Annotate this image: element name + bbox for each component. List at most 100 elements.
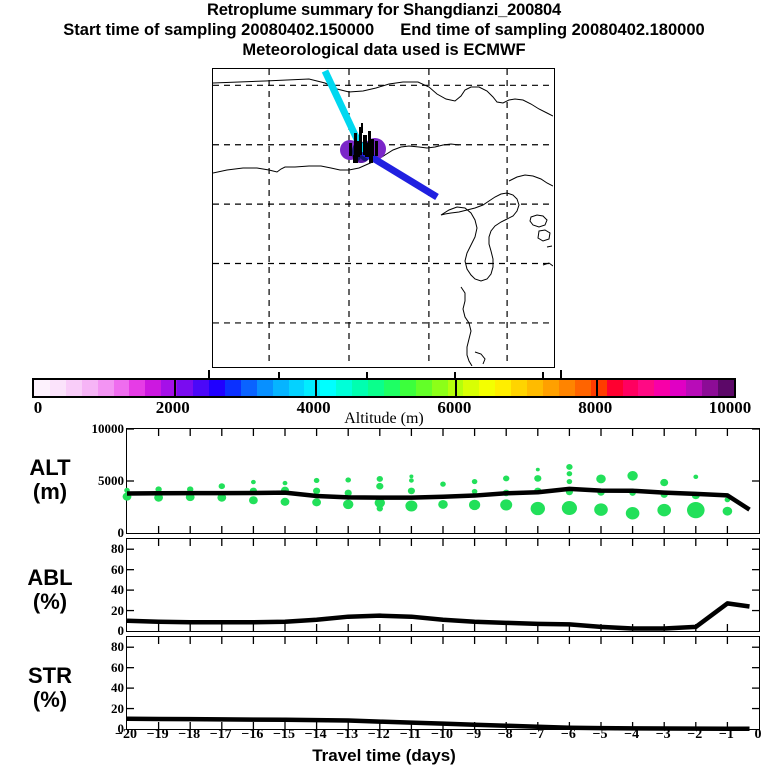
alt-bubble xyxy=(218,483,225,490)
alt-bubble xyxy=(627,471,638,481)
colorbar-swatch xyxy=(670,380,687,396)
str-row-label: STR (%) xyxy=(2,664,98,712)
colorbar-swatch xyxy=(304,380,321,396)
colorbar-swatch xyxy=(606,380,623,396)
cluster-bar xyxy=(353,155,358,163)
x-tick-label: −10 xyxy=(431,727,453,742)
alt-bubble xyxy=(500,499,513,511)
colorbar-divider xyxy=(314,380,317,396)
colorbar-swatch xyxy=(34,380,50,396)
y-tick-label: 40 xyxy=(111,680,124,696)
altitude-colorbar[interactable] xyxy=(32,378,736,398)
alt-plot-area[interactable] xyxy=(122,428,760,534)
alt-bubble xyxy=(249,496,258,505)
alt-bubble xyxy=(438,499,448,509)
colorbar-swatch xyxy=(320,380,337,396)
y-tick-label: 10000 xyxy=(91,421,125,436)
alt-bubble xyxy=(566,478,573,485)
x-tick-label: −11 xyxy=(399,727,421,742)
alt-bubble xyxy=(535,467,540,472)
y-tick-label: 40 xyxy=(111,582,124,598)
alt-bubble xyxy=(405,500,418,512)
header-block: Retroplume summary for Shangdianzi_20080… xyxy=(0,0,768,60)
colorbar-swatch xyxy=(368,380,384,396)
colorbar-swatch xyxy=(574,380,591,396)
cluster-bar xyxy=(349,143,352,156)
colorbar-swatch xyxy=(208,380,225,396)
alt-bubble xyxy=(687,502,705,519)
alt-bubble xyxy=(187,486,194,493)
alt-bubble xyxy=(280,497,290,506)
alt-bubble xyxy=(566,471,573,477)
x-tick-label: −13 xyxy=(336,727,359,742)
cluster-bar xyxy=(369,155,373,163)
colorbar-swatch xyxy=(383,380,400,396)
cluster-bar xyxy=(368,131,371,155)
alt-bubble xyxy=(657,503,671,517)
colorbar-divider xyxy=(596,380,599,396)
colorbar-swatch xyxy=(161,380,178,396)
x-tick-label: −5 xyxy=(592,727,608,742)
y-tick-label: 80 xyxy=(111,639,124,655)
page-title: Retroplume summary for Shangdianzi_20080… xyxy=(206,1,561,19)
retroplume-map[interactable] xyxy=(212,68,555,368)
alt-bubble xyxy=(469,499,481,511)
x-tick-label: −4 xyxy=(624,727,640,742)
str-axis-ticks xyxy=(127,637,759,729)
colorbar-swatch xyxy=(415,380,432,396)
y-tick-label: 60 xyxy=(111,561,124,577)
x-tick-label: −14 xyxy=(304,727,327,742)
colorbar-tick xyxy=(278,372,280,378)
end-time-label: End time of sampling 20080402.180000 xyxy=(400,21,705,39)
alt-y-tick-labels: 0 5000 10000 xyxy=(92,421,125,540)
x-tick-label: −12 xyxy=(367,727,390,742)
colorbar-tick-label: 8000 xyxy=(578,398,613,417)
colorbar-swatch xyxy=(49,380,66,396)
colorbar-divider xyxy=(455,380,458,396)
colorbar-tick-label: 10000 xyxy=(708,398,752,417)
abl-y-tick-labels: 0 20 40 60 80 xyxy=(98,538,124,638)
colorbar-tick xyxy=(560,370,562,378)
abl-plot-area[interactable] xyxy=(126,538,760,632)
x-tick-label: −6 xyxy=(560,727,576,742)
colorbar-tick-marks xyxy=(32,370,736,378)
alt-bubble xyxy=(625,506,640,520)
alt-bubble xyxy=(503,475,510,482)
colorbar-swatch xyxy=(495,380,512,396)
colorbar-swatch xyxy=(256,380,273,396)
alt-bubble xyxy=(693,474,699,480)
cluster-bar xyxy=(371,139,374,156)
colorbar-swatch xyxy=(622,380,639,396)
x-axis-title: Travel time (days) xyxy=(312,746,456,765)
colorbar-swatch xyxy=(717,380,734,396)
alt-bubble xyxy=(722,506,733,516)
alt-bubble xyxy=(313,487,321,495)
met-data-label: Meteorological data used is ECMWF xyxy=(242,41,526,59)
x-axis-tick-labels: −20 −19 −18 −17 −16 −15 −14 −13 −12 −11 −10 −9 −8 −7−… xyxy=(115,727,761,745)
alt-unit-text: (m) xyxy=(32,479,68,504)
colorbar-tick xyxy=(366,372,368,378)
colorbar-tick-label: 0 xyxy=(33,398,43,417)
colorbar-swatch xyxy=(81,380,98,396)
cluster-bar xyxy=(361,123,363,133)
alt-bubble xyxy=(217,493,227,502)
y-tick-label: 20 xyxy=(111,700,124,716)
alt-label-text: ALT xyxy=(29,455,71,480)
abl-plot-svg xyxy=(126,539,759,631)
colorbar-swatch xyxy=(702,380,718,396)
x-tick-label: −20 xyxy=(115,727,137,742)
alt-bubble xyxy=(154,493,163,502)
colorbar-swatch xyxy=(686,380,703,396)
cluster-bars xyxy=(349,123,378,163)
x-tick-label: −18 xyxy=(178,727,201,742)
y-tick-label: 0 xyxy=(117,623,125,638)
alt-plot-svg xyxy=(122,428,759,533)
abl-axis-ticks xyxy=(127,539,759,631)
colorbar-swatch xyxy=(527,380,543,396)
alt-bubble xyxy=(407,487,415,495)
colorbar-tick xyxy=(542,372,544,378)
str-plot-area[interactable] xyxy=(126,636,760,732)
alt-axis-ticks xyxy=(127,428,759,533)
alt-bubble xyxy=(251,479,256,485)
str-label-text: STR xyxy=(28,663,72,688)
